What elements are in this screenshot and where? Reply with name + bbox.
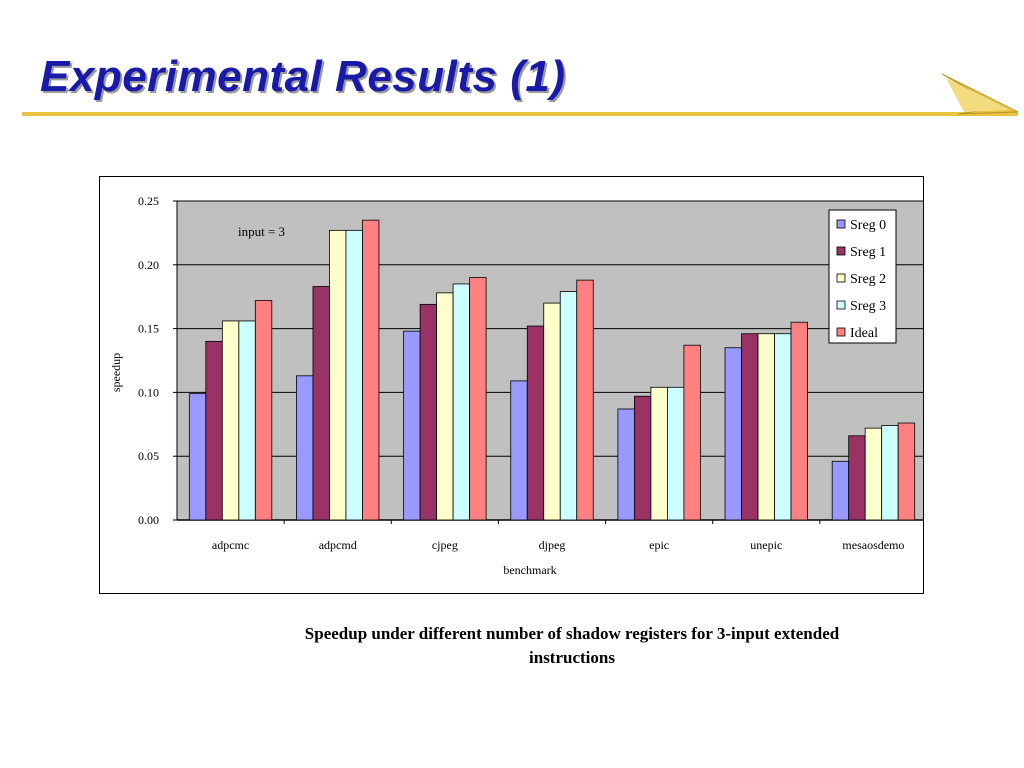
bar-ideal-unepic [790,321,808,521]
bar-sreg-3-epic [666,386,685,521]
chart-caption: Speedup under different number of shadow… [304,624,840,667]
bar-sreg-0-unepic [724,347,742,521]
title-rule [22,112,1018,116]
legend-swatch [836,327,846,337]
bar-sreg-1-mesaosdemo [848,435,866,521]
y-tick-label: 0.25 [138,194,159,208]
chevron-decoration [941,73,1019,115]
bar-ideal-djpeg [576,279,594,521]
x-tick-label: adpcmc [212,538,249,552]
bar-ideal-mesaosdemo [897,422,916,521]
y-axis-label: speedup [109,353,123,392]
bar-sreg-3-unepic [774,333,792,521]
y-tick-label: 0.00 [138,513,159,527]
bar-sreg-3-cjpeg [452,283,471,521]
chart-frame: 0.00 0.05 0.10 0.15 0.20 0.25 adpcmc adpcmd cjpe… [99,176,924,594]
bar-sreg-1-djpeg [526,325,545,521]
legend-entry: Sreg 2 [850,272,886,287]
bar-sreg-0-djpeg [510,380,528,521]
legend-swatch [836,219,846,229]
bar-sreg-1-epic [633,395,652,521]
bar-sreg-0-adpcmc [188,393,207,521]
bar-sreg-2-epic [650,386,668,521]
bar-sreg-3-mesaosdemo [881,425,899,521]
bar-sreg-2-unepic [757,333,775,521]
legend-swatch [836,246,846,256]
bar-sreg-0-mesaosdemo [831,460,850,521]
bar-sreg-1-adpcmd [312,286,330,521]
legend-entry: Ideal [850,326,878,341]
legend-entry: Sreg 0 [850,218,886,233]
legend-entry: Sreg 1 [850,245,886,260]
annotation-input: input = 3 [238,224,285,239]
bar-sreg-3-adpcmc [238,320,256,521]
x-tick-label: epic [649,538,669,552]
bar-sreg-0-cjpeg [403,330,421,521]
x-tick-label: djpeg [539,538,566,552]
bar-sreg-2-mesaosdemo [864,427,883,521]
y-tick-label: 0.20 [138,258,159,272]
legend-swatch [836,273,846,283]
bar-ideal-cjpeg [469,277,487,521]
x-tick-label: mesaosdemo [842,538,904,552]
bar-sreg-2-cjpeg [436,292,454,521]
x-tick-label: adpcmd [319,538,357,552]
bar-sreg-2-adpcmc [221,320,240,521]
bar-sreg-3-adpcmd [345,229,363,521]
x-tick-label: cjpeg [432,538,458,552]
x-tick-label: unepic [750,538,782,552]
bar-sreg-3-djpeg [559,291,578,521]
bar-sreg-1-cjpeg [419,303,438,521]
bar-ideal-adpcmd [362,219,380,521]
slide-title: Experimental Results (1) [40,52,566,101]
bar-sreg-2-adpcmd [329,229,347,521]
legend-swatch [836,300,846,310]
bar-sreg-0-epic [617,408,635,521]
x-axis-label: benchmark [503,563,556,577]
bar-sreg-0-adpcmd [296,375,314,521]
bar-ideal-adpcmc [254,300,273,521]
bar-chart: 0.00 0.05 0.10 0.15 0.20 0.25 adpcmc adpcmd cjpe… [109,194,923,577]
legend-entry: Sreg 3 [850,299,886,314]
bar-sreg-2-djpeg [543,302,561,521]
y-tick-label: 0.15 [138,322,159,336]
y-tick-label: 0.10 [138,385,159,399]
bar-sreg-1-unepic [741,333,759,521]
bar-ideal-epic [683,344,701,521]
bar-sreg-1-adpcmc [205,340,223,521]
y-tick-label: 0.05 [138,449,159,463]
